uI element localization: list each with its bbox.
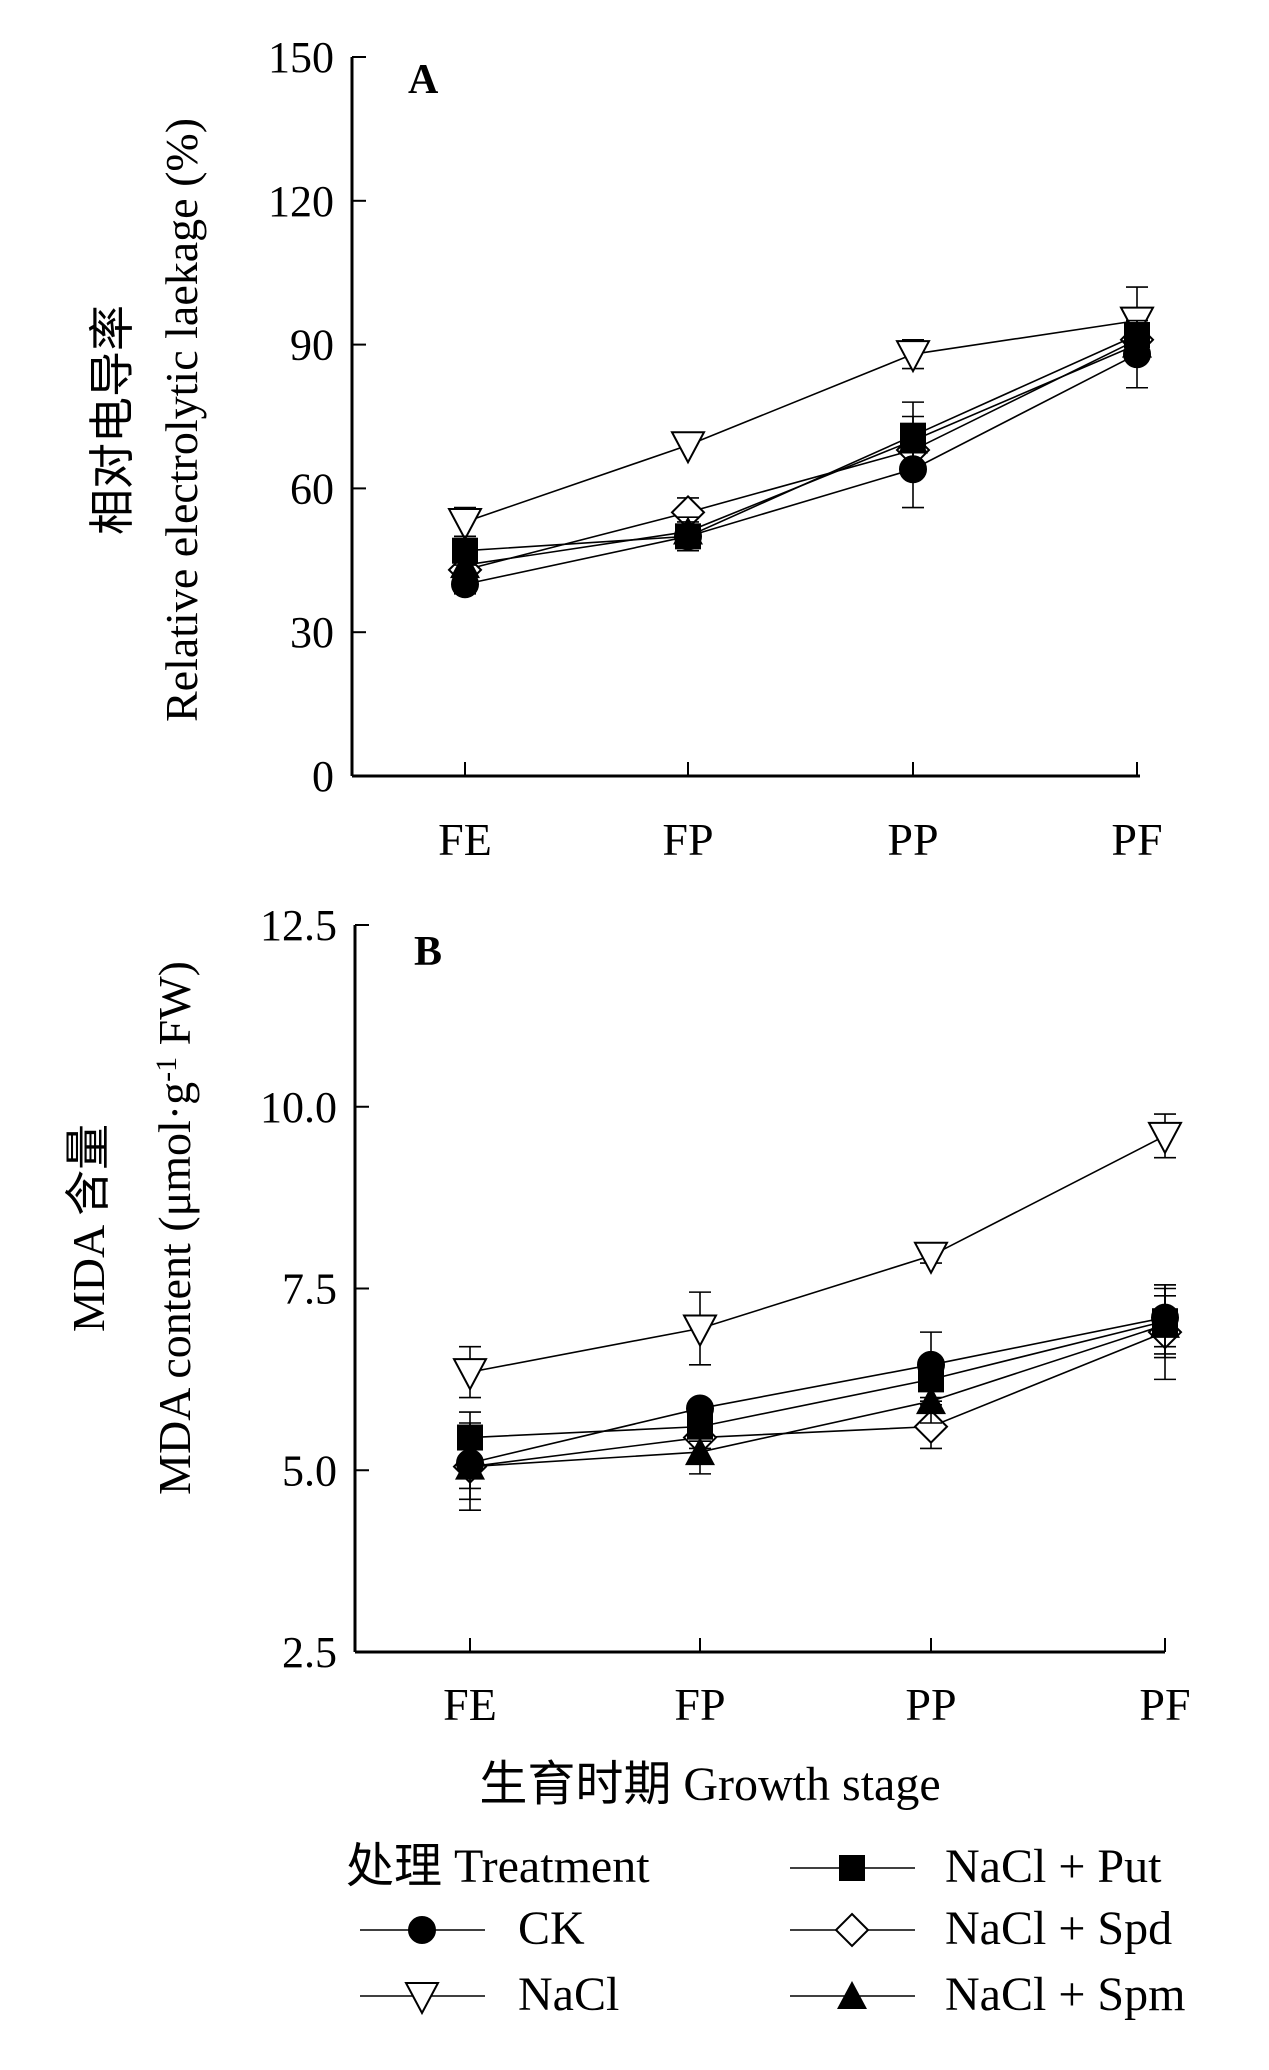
data-point xyxy=(674,522,702,551)
series-a-nacl xyxy=(447,286,1155,542)
y-tick-label-b: 10.0 xyxy=(260,1083,337,1132)
series-line xyxy=(469,1324,1166,1468)
data-point xyxy=(685,1437,715,1466)
y-tick-label-a: 30 xyxy=(290,608,334,657)
series-b-nacl xyxy=(452,1113,1183,1399)
y-tick-label-a: 150 xyxy=(268,33,334,82)
legend-item-nacl: NaCl xyxy=(360,1968,619,2021)
x-tick-label-a: FE xyxy=(438,814,492,865)
data-point xyxy=(456,1448,484,1477)
series-line xyxy=(464,343,1138,566)
legend-item-nacl-put: NaCl + Put xyxy=(790,1840,1162,1893)
y-tick-label-b: 2.5 xyxy=(282,1628,337,1677)
data-point xyxy=(682,1314,718,1348)
x-tick-label-a: FP xyxy=(662,814,713,865)
data-point xyxy=(1123,340,1151,369)
series-a-nacl-put xyxy=(452,319,1150,566)
x-tick-label-b: FP xyxy=(674,1679,725,1730)
series-line xyxy=(464,339,1138,571)
series-line xyxy=(469,1320,1166,1439)
series-line xyxy=(469,1331,1166,1468)
series-line xyxy=(464,353,1138,586)
y-tick-label-a: 0 xyxy=(312,752,334,801)
data-point xyxy=(895,340,931,374)
plot-area-b: 2.5 5.0 7.5 10.0 12.5 FE FP PP PF xyxy=(260,901,1191,1730)
series-a-nacl-spd xyxy=(447,322,1155,588)
legend-label: NaCl xyxy=(518,1968,619,2021)
legend-items: CK NaCl NaCl + Put NaCl + Spd NaCl + Spm xyxy=(360,1840,1185,2021)
panel-label-b: B xyxy=(414,929,442,975)
y-tick-label-b: 7.5 xyxy=(282,1265,337,1314)
x-tick-label-b: FE xyxy=(443,1679,497,1730)
legend-marker xyxy=(408,1916,436,1944)
legend-label: CK xyxy=(518,1902,585,1955)
legend-item-ck: CK xyxy=(360,1902,585,1955)
x-tick-label-b: PF xyxy=(1139,1679,1190,1730)
series-line xyxy=(469,1135,1166,1373)
data-point xyxy=(917,1350,945,1379)
legend-marker xyxy=(839,1855,865,1881)
data-point xyxy=(447,507,483,542)
x-tick-label-a: PF xyxy=(1111,814,1162,865)
y-axis-title-b-end: FW) xyxy=(149,961,200,1057)
panel-a: A 相对电导率 Relative electrolytic laekage (%… xyxy=(87,33,1163,865)
y-axis-title-a-cn: 相对电导率 xyxy=(87,305,138,535)
data-point xyxy=(899,455,927,484)
y-tick-label-b: 5.0 xyxy=(282,1446,337,1495)
y-tick-label-b: 12.5 xyxy=(260,901,337,950)
data-point xyxy=(913,1409,949,1445)
y-axis-title-b-en: MDA content (μmol·g-1 FW) xyxy=(149,961,200,1495)
y-axis-title-b-main: MDA content (μmol·g xyxy=(149,1082,200,1495)
data-point xyxy=(670,431,706,465)
y-axis-title-a-en: Relative electrolytic laekage (%) xyxy=(156,118,207,722)
data-point xyxy=(1151,1303,1179,1332)
x-axis-title: 生育时期 Growth stage xyxy=(479,1758,940,1811)
legend-marker xyxy=(834,1912,870,1948)
data-point xyxy=(452,537,478,564)
legend-marker xyxy=(837,1981,867,2009)
data-point xyxy=(686,1394,714,1423)
y-tick-label-a: 120 xyxy=(268,177,334,226)
y-tick-label-a: 90 xyxy=(290,321,334,370)
series-a-nacl-spm xyxy=(450,329,1152,579)
data-point xyxy=(913,1241,949,1275)
x-tick-label-b: PP xyxy=(905,1679,956,1730)
legend-label: NaCl + Spm xyxy=(945,1968,1185,2021)
series-a-ck xyxy=(451,319,1151,599)
y-tick-label-a: 60 xyxy=(290,464,334,513)
legend-title: 处理 Treatment xyxy=(346,1840,650,1893)
legend-label: NaCl + Put xyxy=(945,1840,1162,1893)
legend-label: NaCl + Spd xyxy=(945,1902,1172,1955)
series-line xyxy=(469,1316,1166,1464)
panel-label-a: A xyxy=(408,57,439,103)
series-b-nacl-put xyxy=(457,1284,1178,1464)
plot-area-a: 0 30 60 90 120 150 FE FP PP PF xyxy=(268,33,1163,865)
y-axis-title-b-cn: MDA 含量 xyxy=(63,1124,114,1332)
series-line xyxy=(464,319,1138,523)
data-point xyxy=(451,570,479,599)
legend-item-nacl-spd: NaCl + Spd xyxy=(790,1902,1172,1955)
legend: 处理 Treatment CK NaCl NaCl + Put NaCl + Spd N… xyxy=(346,1840,1185,2021)
y-axis-title-b-superscript: -1 xyxy=(150,1057,183,1082)
series-line xyxy=(464,334,1138,552)
series-b-ck xyxy=(456,1287,1179,1501)
legend-marker xyxy=(404,1982,440,2016)
data-point xyxy=(1147,1121,1183,1155)
legend-item-nacl-spm: NaCl + Spm xyxy=(790,1968,1185,2021)
data-point xyxy=(452,1358,488,1392)
panel-b: B MDA 含量 MDA content (μmol·g-1 FW) 2.5 5.… xyxy=(63,901,1191,1730)
x-tick-label-a: PP xyxy=(887,814,938,865)
